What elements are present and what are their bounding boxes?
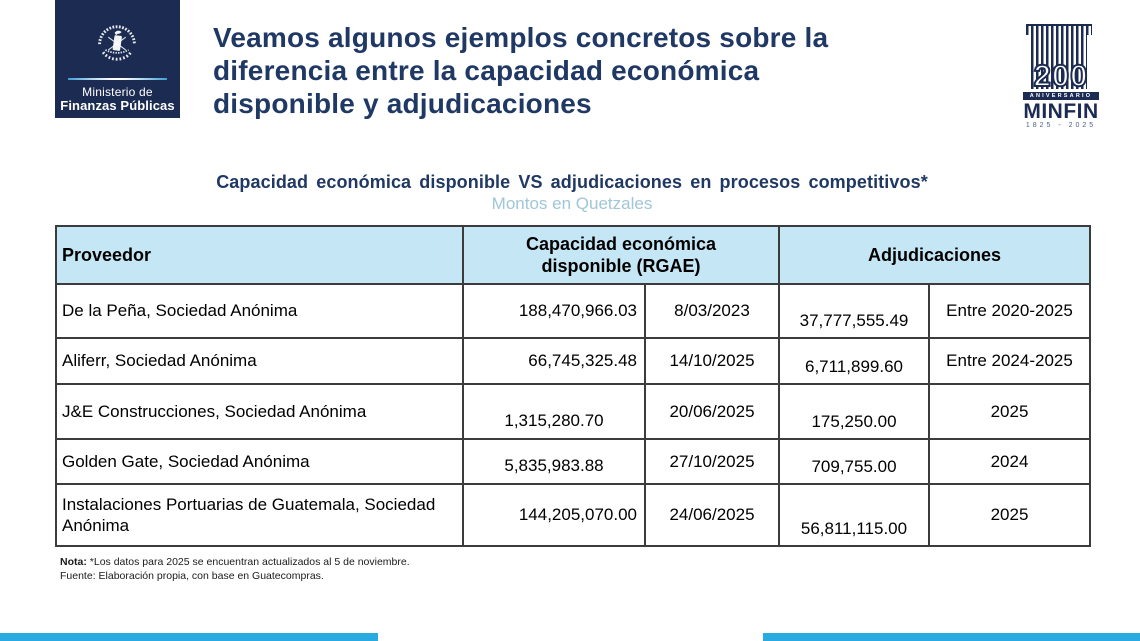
table-row: De la Peña, Sociedad Anónima 188,470,966… <box>55 283 1091 339</box>
slide-title: Veamos algunos ejemplos concretos sobre … <box>213 22 983 120</box>
header-provider: Proveedor <box>55 225 464 285</box>
note-label: Nota: <box>60 556 87 568</box>
table-row: Aliferr, Sociedad Anónima 66,745,325.48 … <box>55 337 1091 385</box>
cell-capacity-date: 27/10/2025 <box>644 438 780 485</box>
cell-capacity-date: 14/10/2025 <box>644 337 780 385</box>
cell-awards-amount: 175,250.00 <box>778 383 930 440</box>
cell-capacity-amount: 144,205,070.00 <box>462 483 646 547</box>
slide-title-line-1: Veamos algunos ejemplos concretos sobre … <box>213 22 829 53</box>
ministry-name-line1: Ministerio de <box>82 85 153 99</box>
cell-capacity-amount: 1,315,280.70 <box>462 383 646 440</box>
slide-title-line-3: disponible y adjudicaciones <box>213 87 592 119</box>
building-icon-body <box>1031 33 1087 89</box>
note-text: *Los datos para 2025 se encuentran actua… <box>89 556 410 568</box>
cell-awards-period: 2024 <box>928 438 1091 485</box>
cell-awards-amount: 37,777,555.49 <box>778 283 930 339</box>
cell-awards-period: 2025 <box>928 383 1091 440</box>
bottom-bar-left <box>0 633 378 641</box>
logo-divider <box>68 78 167 80</box>
cell-capacity-date: 8/03/2023 <box>644 283 780 339</box>
cell-awards-amount: 6,711,899.60 <box>778 337 930 385</box>
ministry-name-line2: Finanzas Públicas <box>60 98 175 113</box>
cell-capacity-amount: 188,470,966.03 <box>462 283 646 339</box>
source-text: Fuente: Elaboración propia, con base en … <box>60 569 324 582</box>
cell-awards-period: Entre 2020-2025 <box>928 283 1091 339</box>
cell-awards-period: Entre 2024-2025 <box>928 337 1091 385</box>
coat-of-arms-icon <box>98 25 136 61</box>
cell-capacity-date: 24/06/2025 <box>644 483 780 547</box>
cell-capacity-amount: 66,745,325.48 <box>462 337 646 385</box>
cell-awards-amount: 709,755.00 <box>778 438 930 485</box>
table-row: Golden Gate, Sociedad Anónima 5,835,983.… <box>55 438 1091 485</box>
anniversary-word: ANIVERSARIO <box>1023 92 1099 100</box>
cell-awards-period: 2025 <box>928 483 1091 547</box>
cell-provider: Instalaciones Portuarias de Guatemala, S… <box>55 483 464 547</box>
slide-title-line-2: diferencia entre la capacidad económica <box>213 54 760 86</box>
footnote: Nota: *Los datos para 2025 se encuentran… <box>60 556 660 583</box>
cell-capacity-amount: 5,835,983.88 <box>462 438 646 485</box>
table-header-row: Proveedor Capacidad económica disponible… <box>55 225 1091 285</box>
cell-awards-amount: 56,811,115.00 <box>778 483 930 547</box>
cell-provider: De la Peña, Sociedad Anónima <box>55 283 464 339</box>
header-capacity: Capacidad económica disponible (RGAE) <box>462 225 780 285</box>
ministry-logo: Ministerio de Finanzas Públicas <box>55 0 180 118</box>
table-row: Instalaciones Portuarias de Guatemala, S… <box>55 483 1091 547</box>
cell-provider: Golden Gate, Sociedad Anónima <box>55 438 464 485</box>
anniversary-logo: 200 ANIVERSARIO MINFIN 1825 - 2025 <box>1000 22 1122 132</box>
cell-capacity-date: 20/06/2025 <box>644 383 780 440</box>
building-icon <box>1026 24 1092 35</box>
data-table: Proveedor Capacidad económica disponible… <box>55 225 1091 547</box>
table-subtitle: Montos en Quetzales <box>491 194 653 213</box>
anniversary-number: 200 <box>1033 58 1089 93</box>
cell-provider: Aliferr, Sociedad Anónima <box>55 337 464 385</box>
bottom-bar-right <box>763 633 1140 641</box>
anniversary-acronym: MINFIN <box>1023 100 1099 123</box>
cell-provider: J&E Construcciones, Sociedad Anónima <box>55 383 464 440</box>
table-title: Capacidad económica disponible VS adjudi… <box>216 172 928 192</box>
anniversary-years: 1825 - 2025 <box>1025 122 1097 129</box>
header-awards: Adjudicaciones <box>778 225 1091 285</box>
table-row: J&E Construcciones, Sociedad Anónima 1,3… <box>55 383 1091 440</box>
